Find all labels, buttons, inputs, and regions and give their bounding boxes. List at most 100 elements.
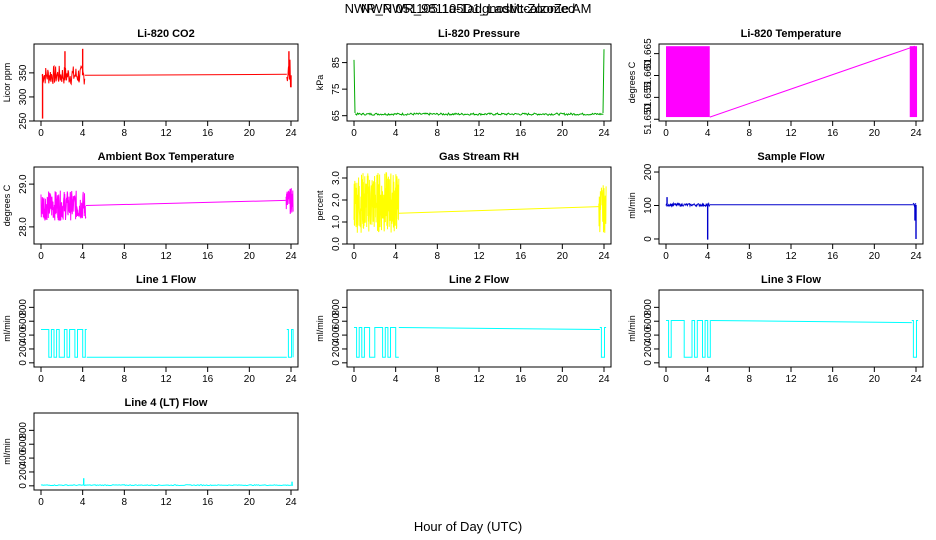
- plot-frame: [346, 43, 612, 122]
- series-line-1: [41, 329, 87, 358]
- y-tick-label: 0.0: [331, 237, 342, 251]
- x-tick-label: 12: [473, 251, 485, 262]
- x-tick-label: 8: [435, 128, 441, 139]
- x-tick-label: 12: [785, 251, 797, 262]
- series-line-2: [710, 320, 912, 324]
- series-line-3: [911, 320, 919, 358]
- y-tick-label: 200: [331, 340, 342, 357]
- y-tick-label: 400: [643, 326, 654, 343]
- chart-title: Gas Stream RH: [439, 151, 519, 163]
- series-line-1: [666, 320, 711, 358]
- x-tick-label: 24: [598, 251, 610, 262]
- x-tick-label: 20: [869, 374, 881, 385]
- x-tick-label: 20: [557, 128, 569, 139]
- x-tick-label: 4: [80, 374, 86, 385]
- y-tick-label: 800: [643, 299, 654, 316]
- chart-title: Line 2 Flow: [449, 274, 509, 286]
- series-line-2: [85, 199, 286, 206]
- x-tick-label: 12: [160, 497, 172, 508]
- y-tick-label: 600: [18, 435, 29, 452]
- series-line-2: [709, 45, 916, 118]
- x-tick-label: 4: [80, 251, 86, 262]
- plot-frame: [658, 289, 924, 368]
- y-tick-label: 51.665: [643, 38, 654, 69]
- x-tick-label: 8: [435, 251, 441, 262]
- x-tick-label: 24: [285, 374, 297, 385]
- y-axis-label: degrees C: [627, 61, 637, 103]
- chart-panel-8: Line 2 Flow ml/min 0 4 8 12 16 20 24 0 20040060080…: [315, 274, 612, 385]
- chart-panel-6: Sample Flow ml/min 0 4 8 12 16 20 24 0 100 200: [627, 151, 924, 262]
- x-tick-label: 16: [515, 251, 527, 262]
- series-line-2: [354, 112, 604, 117]
- chart-panel-9: Line 3 Flow ml/min 0 4 8 12 16 20 24 0 20040060080…: [627, 274, 924, 385]
- y-tick-label: 3.0: [331, 171, 342, 185]
- x-tick-label: 0: [351, 128, 357, 139]
- x-tick-label: 16: [515, 374, 527, 385]
- x-tick-label: 0: [351, 251, 357, 262]
- y-tick-label: 350: [18, 64, 29, 81]
- x-tick-label: 4: [705, 374, 711, 385]
- series-line-3: [285, 187, 294, 214]
- x-tick-label: 4: [393, 128, 399, 139]
- chart-title: Sample Flow: [757, 151, 825, 163]
- x-tick-label: 16: [202, 251, 214, 262]
- series-line-1: [353, 59, 356, 114]
- y-tick-label: 400: [18, 449, 29, 466]
- x-tick-label: 20: [557, 374, 569, 385]
- x-tick-label: 0: [351, 374, 357, 385]
- x-tick-label: 16: [202, 128, 214, 139]
- x-tick-label: 16: [827, 128, 839, 139]
- y-tick-label: 800: [18, 299, 29, 316]
- x-tick-label: 4: [705, 251, 711, 262]
- plot-frame: [33, 43, 299, 122]
- y-tick-label: 2.0: [331, 193, 342, 207]
- y-tick-label: 600: [643, 312, 654, 329]
- x-tick-label: 8: [122, 374, 128, 385]
- y-axis-label: ml/min: [627, 315, 637, 342]
- series-line-1: [41, 64, 86, 86]
- x-tick-label: 24: [285, 251, 297, 262]
- chart-panel-10: Line 4 (LT) Flow ml/min 0 4 8 12 16 20 24 0 200400…: [2, 397, 299, 508]
- y-axis-label: ml/min: [627, 192, 637, 219]
- y-tick-label: 0: [18, 360, 29, 366]
- x-tick-label: 20: [244, 374, 256, 385]
- x-tick-label: 24: [285, 128, 297, 139]
- x-tick-label: 0: [38, 251, 44, 262]
- x-tick-label: 8: [747, 128, 753, 139]
- x-tick-label: 20: [869, 251, 881, 262]
- y-axis-label: percent: [315, 190, 325, 221]
- series-line-2: [84, 73, 287, 76]
- series-line-2: [398, 206, 599, 214]
- series-block-1: [666, 46, 710, 118]
- plot-frame: [658, 166, 924, 245]
- chart-panel-7: Line 1 Flow ml/min 0 4 8 12 16 20 24 0 20040060080…: [2, 274, 299, 385]
- x-tick-label: 8: [122, 251, 128, 262]
- x-tick-label: 12: [785, 374, 797, 385]
- y-tick-label: 75: [331, 83, 342, 95]
- y-tick-label: 600: [331, 312, 342, 329]
- y-tick-label: 600: [18, 312, 29, 329]
- x-tick-label: 8: [435, 374, 441, 385]
- x-tick-label: 0: [38, 497, 44, 508]
- chart-title: Line 3 Flow: [761, 274, 821, 286]
- chart-title: Li-820 Temperature: [741, 28, 842, 40]
- y-axis-label: kPa: [315, 75, 325, 91]
- series-line-1: [40, 190, 87, 222]
- y-tick-label: 800: [18, 422, 29, 439]
- x-tick-label: 20: [244, 497, 256, 508]
- y-axis-label: Licor ppm: [2, 63, 12, 103]
- y-tick-label: 1.0: [331, 215, 342, 229]
- chart-title: Li-820 Pressure: [438, 28, 520, 40]
- chart-panel-4: Ambient Box Temperature degrees C 0 4 8 12 16 2…: [2, 151, 299, 262]
- y-tick-label: 85: [331, 57, 342, 69]
- y-tick-label: 28.0: [18, 217, 29, 237]
- y-axis-label: ml/min: [2, 438, 12, 465]
- chart-panel-1: Li-820 CO2 Licor ppm 0 4 8 12 16 20 24 250 300 350: [2, 28, 299, 139]
- x-tick-label: 24: [910, 374, 922, 385]
- x-tick-label: 16: [827, 374, 839, 385]
- y-tick-label: 51.650: [643, 104, 654, 135]
- y-tick-label: 200: [18, 340, 29, 357]
- series-line-3: [598, 185, 607, 233]
